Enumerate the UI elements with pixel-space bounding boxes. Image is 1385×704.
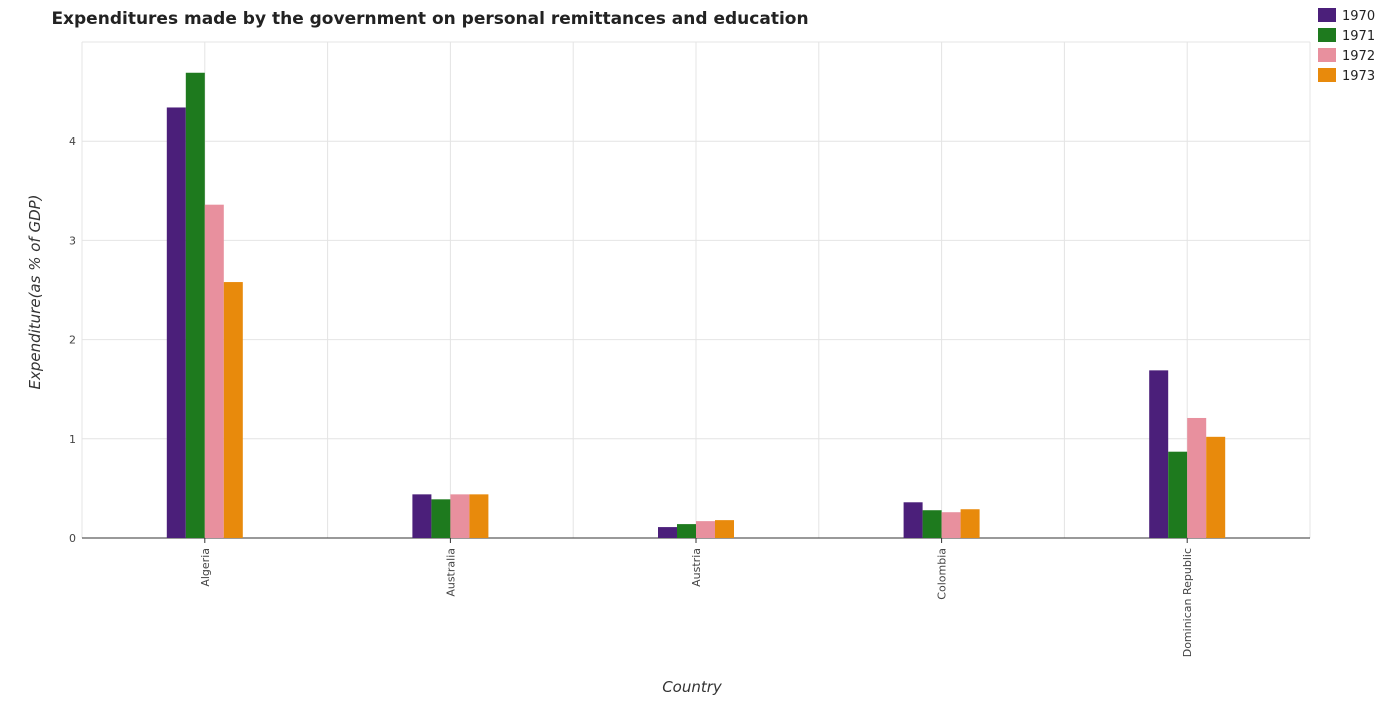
grid (81, 41, 1311, 539)
bar-1970-australia (412, 494, 432, 538)
x-tick-label: Austria (690, 548, 703, 587)
legend-label-1970: 1970 (1342, 9, 1375, 24)
x-tick-label: Australia (444, 548, 457, 597)
x-axis-label: Country (662, 678, 723, 696)
bar-1970-algeria (166, 107, 186, 539)
bar-1972-dominican-republic (1187, 417, 1207, 538)
legend: 1970 1971 1972 1973 (1318, 8, 1375, 84)
bar-1970-austria (658, 527, 677, 538)
bar-1971-austria (677, 524, 696, 538)
bar-1972-algeria (204, 204, 224, 539)
bar-1971-algeria (185, 72, 205, 538)
y-axis-label: Expenditure(as % of GDP) (26, 194, 44, 389)
bar-1973-dominican-republic (1206, 436, 1226, 538)
y-tick-label: 2 (69, 334, 76, 347)
bars (166, 72, 1226, 539)
y-tick-label: 3 (69, 234, 76, 247)
bar-1973-colombia (960, 509, 980, 538)
chart-title: Expenditures made by the government on p… (51, 9, 808, 29)
bar-1972-australia (450, 494, 470, 538)
x-tick-label: Algeria (199, 548, 212, 587)
x-tick-label: Colombia (936, 548, 949, 600)
legend-swatch-1973 (1318, 68, 1336, 82)
legend-swatch-1970 (1318, 8, 1336, 22)
bar-1973-austria (715, 520, 734, 538)
bar-1970-colombia (903, 502, 923, 538)
legend-label-1972: 1972 (1342, 49, 1375, 64)
y-tick-label: 4 (69, 135, 76, 148)
bar-1970-dominican-republic (1149, 370, 1169, 538)
legend-swatch-1972 (1318, 48, 1336, 62)
bar-1971-dominican-republic (1168, 451, 1188, 538)
bar-1972-austria (696, 521, 715, 538)
legend-label-1973: 1973 (1342, 69, 1375, 84)
bar-1971-colombia (922, 510, 942, 538)
legend-swatch-1971 (1318, 28, 1336, 42)
bar-1973-algeria (223, 282, 243, 538)
axes: 0 1 2 3 4 Algeria Australia Austria Colombia Domi… (69, 135, 1310, 657)
bar-1971-australia (431, 499, 451, 538)
bar-1972-colombia (941, 512, 961, 538)
y-tick-label: 0 (69, 532, 76, 545)
legend-label-1971: 1971 (1342, 29, 1375, 44)
x-tick-label: Dominican Republic (1181, 548, 1194, 657)
bar-1973-australia (469, 494, 489, 538)
y-tick-label: 1 (69, 433, 76, 446)
